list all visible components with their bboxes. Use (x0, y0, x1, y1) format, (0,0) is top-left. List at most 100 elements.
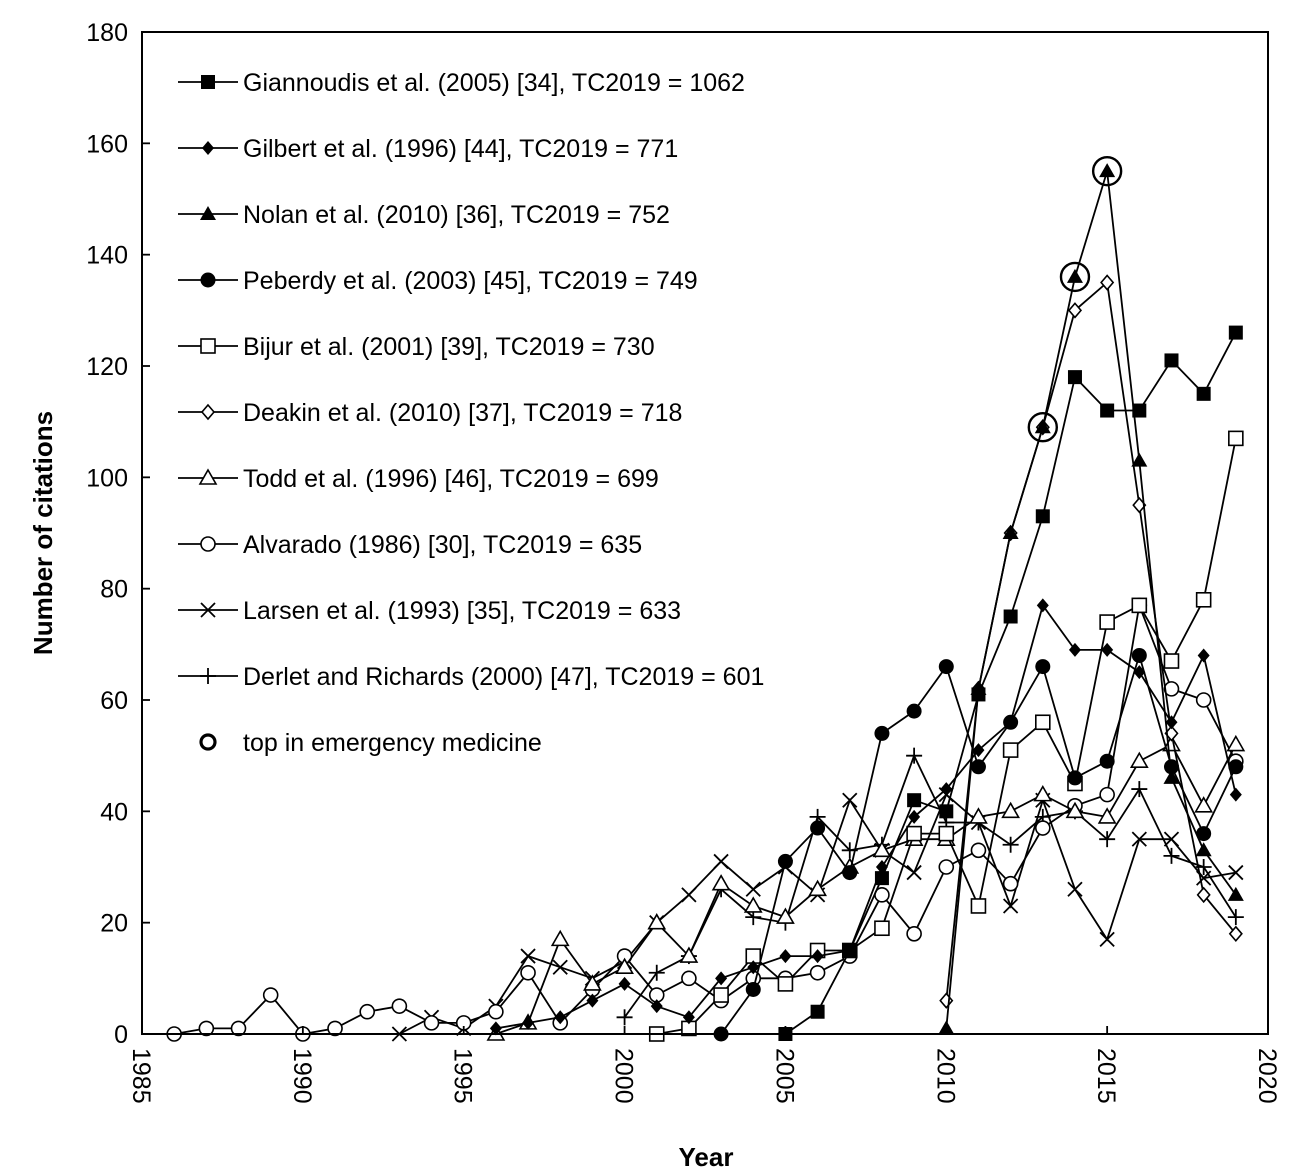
legend-swatch-marker (200, 602, 216, 618)
legend-label: Derlet and Richards (2000) [47], TC2019 … (243, 663, 764, 691)
y-tick-label: 80 (100, 576, 128, 604)
series-10-point (906, 747, 923, 764)
series-10-point (1002, 836, 1019, 853)
legend-swatch-marker (200, 206, 216, 220)
series-7-point (550, 929, 570, 947)
series-1-point (1164, 353, 1179, 368)
x-tick-label: 1995 (449, 1048, 477, 1104)
series-8-point (198, 1020, 215, 1037)
series-8-point (423, 1015, 440, 1031)
series-8-point (359, 1003, 376, 1020)
legend-label: Peberdy et al. (2003) [45], TC2019 = 749 (243, 267, 698, 295)
legend-item: Gilbert et al. (1996) [44], TC2019 = 771 (178, 135, 678, 163)
series-7-point (647, 913, 667, 930)
series-7-point (743, 896, 763, 913)
series-8-point (970, 842, 987, 859)
series-4-point (777, 853, 793, 869)
series-8-point (938, 859, 955, 875)
x-tick-label: 2005 (770, 1048, 798, 1104)
series-10-point (1131, 781, 1148, 798)
x-axis-label: Year (679, 1142, 734, 1172)
series-7-point (808, 879, 827, 897)
legend-label: Larsen et al. (1993) [35], TC2019 = 633 (243, 597, 681, 625)
series-1-point (842, 943, 857, 958)
legend-item: Todd et al. (1996) [46], TC2019 = 699 (178, 465, 659, 493)
series-2-point (586, 993, 599, 1008)
legend-swatch-marker (198, 468, 218, 485)
series-7-point (583, 974, 602, 991)
series-2-point (1004, 715, 1017, 730)
legend-label: Alvarado (1986) [30], TC2019 = 635 (243, 531, 642, 559)
x-tick-label: 2010 (931, 1048, 959, 1104)
x-axis-ticks: 1985 1990 1995 2000 2005 2010 2015 2020 (127, 1026, 1281, 1104)
series-9-point (745, 881, 761, 897)
series-1 (778, 325, 1243, 1041)
series-5-point (906, 825, 922, 842)
series-4-point (1163, 759, 1179, 775)
series-4-point (842, 865, 858, 881)
series-7-point (711, 874, 731, 891)
y-tick-label: 40 (100, 798, 128, 826)
series-4-point (1228, 759, 1244, 775)
series-4-point (810, 820, 826, 836)
series-4-point (970, 759, 986, 775)
series-2-point (1229, 787, 1242, 802)
legend-label: Todd et al. (1996) [46], TC2019 = 699 (243, 465, 659, 493)
series-6-point (1228, 925, 1243, 943)
series-4-point (1035, 659, 1051, 675)
series-1-point (907, 793, 922, 808)
legend-item: Nolan et al. (2010) [36], TC2019 = 752 (178, 201, 670, 229)
x-tick-label: 1985 (127, 1048, 155, 1104)
series-8-point (391, 998, 408, 1014)
series-1-point (1035, 509, 1050, 524)
series-layer (166, 163, 1246, 1042)
series-7-point (1065, 801, 1085, 819)
series-5-point (1002, 742, 1019, 758)
y-tick-label: 60 (100, 687, 128, 715)
series-7-point (1129, 751, 1149, 769)
series-7-point (1033, 785, 1053, 802)
series-2-point (489, 1021, 502, 1036)
series-2-point (811, 949, 824, 964)
series-5-point (1131, 597, 1148, 614)
series-9-point (552, 959, 568, 975)
highlight-point (1091, 155, 1123, 187)
series-2-point (747, 960, 760, 975)
series-3-point (1227, 886, 1244, 901)
series-9-point (1163, 831, 1180, 847)
series-7-point (615, 957, 634, 975)
series-8-point (1195, 692, 1212, 708)
series-4-point (1099, 753, 1115, 769)
series-1-point (1228, 325, 1243, 340)
series-2-point (554, 1010, 567, 1025)
legend-item: Larsen et al. (1993) [35], TC2019 = 633 (178, 597, 681, 625)
series-4-point (1067, 770, 1083, 786)
series-5-point (1099, 614, 1115, 630)
series-7-point (776, 907, 795, 924)
series-7-point (1194, 796, 1214, 813)
legend-label: Deakin et al. (2010) [37], TC2019 = 718 (243, 399, 682, 427)
series-7-point (1226, 734, 1246, 752)
series-2-point (1068, 642, 1081, 657)
series-2-point (779, 949, 792, 964)
series-6-point (1067, 302, 1083, 319)
series-8-point (230, 1020, 247, 1037)
series-4-point (938, 659, 954, 675)
highlight-point (1059, 261, 1091, 293)
series-2-point (1036, 598, 1049, 613)
y-tick-label: 160 (86, 130, 128, 158)
y-axis-label: Number of citations (28, 411, 58, 655)
series-6-point (1100, 274, 1115, 291)
legend-item: Bijur et al. (2001) [39], TC2019 = 730 (178, 333, 655, 361)
legend-label: Nolan et al. (2010) [36], TC2019 = 752 (243, 201, 670, 229)
series-8-point (906, 925, 922, 942)
series-9-point (1228, 864, 1244, 881)
series-2-line (495, 603, 1237, 1030)
series-5-point (938, 825, 955, 842)
series-9-point (1002, 898, 1019, 914)
series-1-point (1196, 386, 1211, 401)
series-10-point (1099, 831, 1116, 848)
series-9-point (1067, 881, 1083, 897)
y-tick-label: 20 (100, 910, 128, 938)
